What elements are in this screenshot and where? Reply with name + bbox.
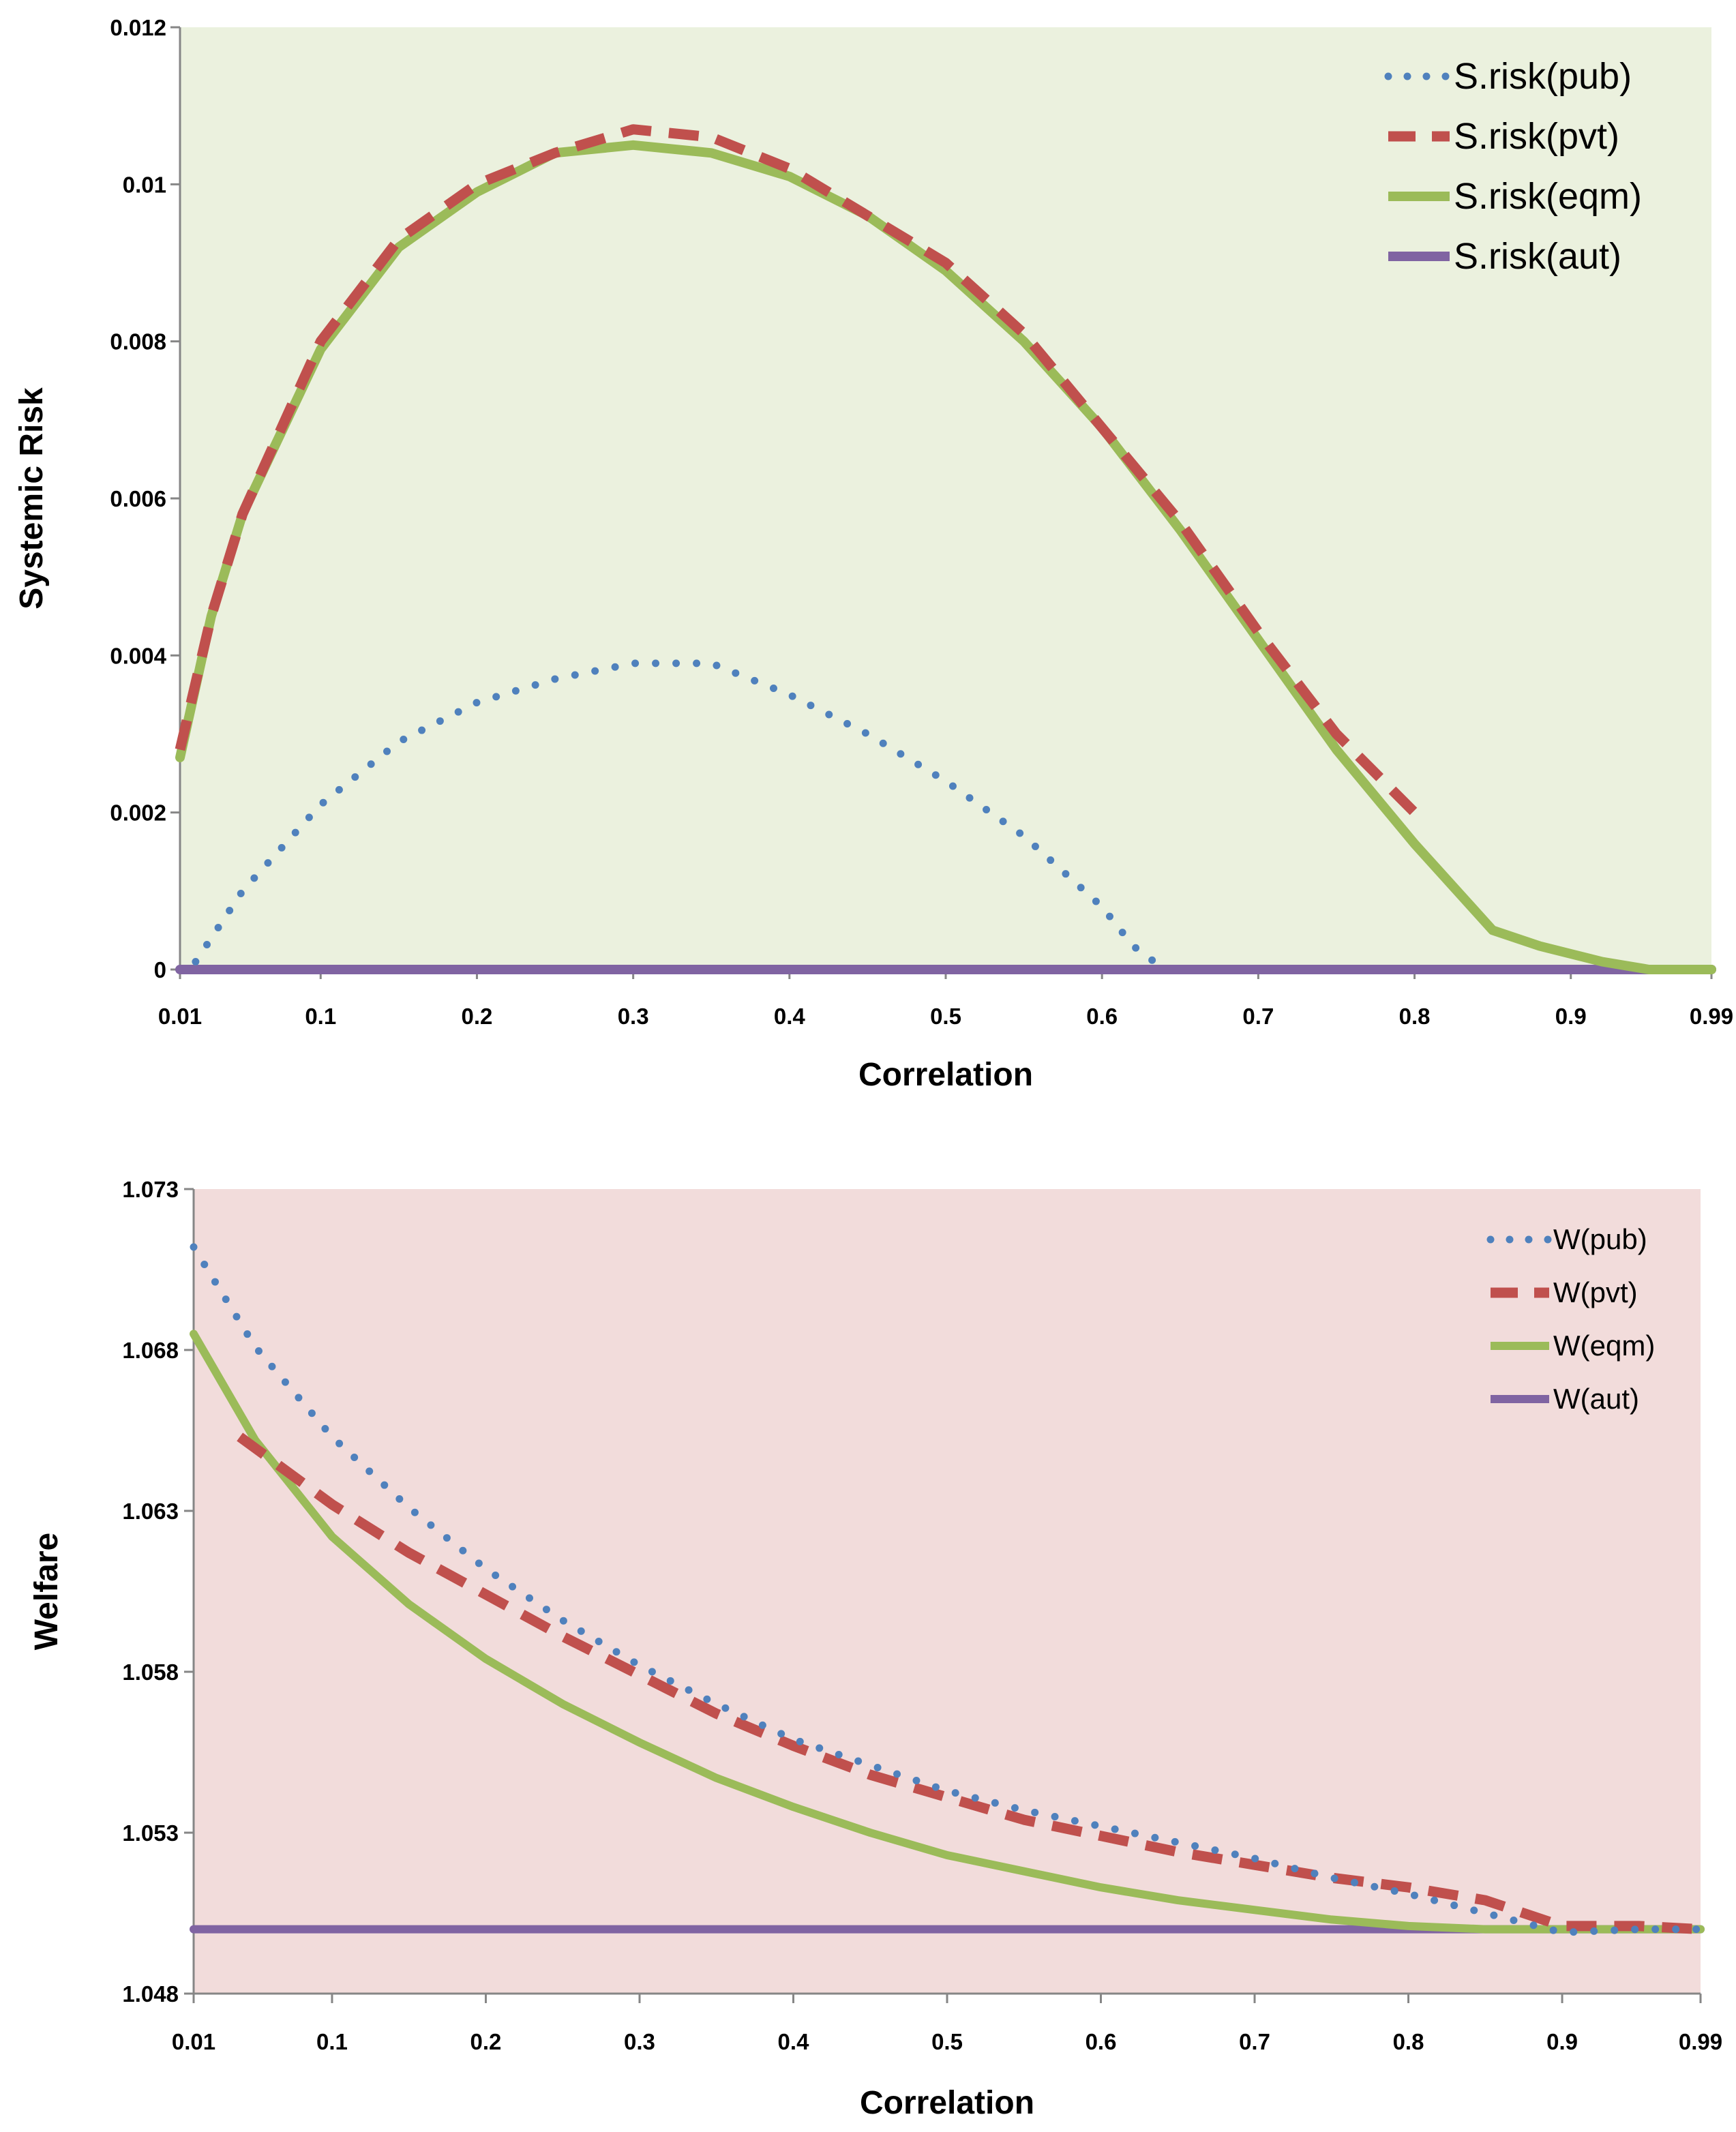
legend-label-s-risk-pvt: S.risk(pvt) (1454, 116, 1619, 157)
x-tick-label: 0.2 (462, 1004, 493, 1029)
x-tick-label: 0.5 (931, 2029, 963, 2054)
y-tick-label: 1.053 (122, 1820, 179, 1846)
series-line-w-pvt (237, 1432, 1701, 1935)
x-tick-label: 0.9 (1546, 2029, 1578, 2054)
x-tick-label: 0.3 (624, 2029, 655, 2054)
y-tick-label: 1.063 (122, 1499, 179, 1524)
systemic-risk-chart: 0 0.002 0.004 0.006 0.008 0.01 0.012 0.01 0.1 0.2… (14, 15, 1733, 1093)
legend-label-s-risk-aut: S.risk(aut) (1454, 236, 1621, 277)
x-axis-title: Correlation (860, 2085, 1034, 2121)
y-tick-label: 1.048 (122, 1981, 179, 2007)
y-tick-label: 0.004 (110, 643, 166, 668)
x-axis-title: Correlation (858, 1057, 1033, 1093)
legend-label-w-pvt: W(pvt) (1553, 1276, 1638, 1308)
legend-label-s-risk-pub: S.risk(pub) (1454, 56, 1632, 97)
y-axis-title: Welfare (29, 1533, 65, 1651)
y-axis-title: Systemic Risk (14, 387, 50, 610)
y-tick-label: 1.068 (122, 1338, 179, 1363)
x-tick-label: 0.9 (1555, 1004, 1587, 1029)
legend-label-w-pub: W(pub) (1553, 1223, 1647, 1255)
x-tick-label: 0.8 (1399, 1004, 1431, 1029)
plot-area (180, 27, 1711, 970)
plot-area (194, 1189, 1701, 1994)
series-line-s-risk-pvt (175, 124, 1418, 816)
y-tick-label: 1.073 (122, 1177, 179, 1202)
legend-label-s-risk-eqm: S.risk(eqm) (1454, 176, 1642, 217)
legend: S.risk(pub) S.risk(pvt) S.risk(eqm) S.risk(… (1384, 56, 1642, 277)
legend-label-w-eqm: W(eqm) (1553, 1330, 1655, 1362)
x-tick-label: 0.1 (305, 1004, 336, 1029)
y-tick-label: 0.01 (123, 172, 166, 197)
x-tick-label: 0.7 (1239, 2029, 1270, 2054)
x-tick-label: 0.6 (1086, 2029, 1117, 2054)
x-tick-label: 0.99 (1679, 2029, 1722, 2054)
y-tick-label: 1.058 (122, 1660, 179, 1685)
x-tick-label: 0.99 (1690, 1004, 1733, 1029)
legend-label-w-aut: W(aut) (1553, 1383, 1639, 1415)
x-tick-label: 0.5 (930, 1004, 961, 1029)
series-line-w-eqm (190, 1330, 1705, 1934)
x-tick-label: 0.2 (470, 2029, 502, 2054)
x-tick-label: 0.01 (172, 2029, 215, 2054)
welfare-chart: 1.048 1.053 1.058 1.063 1.068 1.073 0.01 0.1 0.2… (29, 1177, 1722, 2121)
x-tick-label: 0.01 (158, 1004, 202, 1029)
y-tick-label: 0.006 (110, 486, 166, 511)
y-tick-label: 0 (154, 957, 166, 982)
legend: W(pub) W(pvt) W(eqm) W(aut) (1486, 1223, 1655, 1415)
y-tick-label: 0.008 (110, 329, 166, 355)
x-tick-label: 0.4 (774, 1004, 806, 1029)
y-tick-label: 0.002 (110, 800, 166, 826)
x-tick-label: 0.6 (1086, 1004, 1118, 1029)
y-tick-label: 0.012 (110, 15, 166, 40)
x-tick-label: 0.1 (316, 2029, 348, 2054)
x-tick-label: 0.7 (1242, 1004, 1274, 1029)
x-tick-label: 0.3 (618, 1004, 649, 1029)
x-tick-label: 0.4 (778, 2029, 810, 2054)
x-tick-label: 0.8 (1393, 2029, 1424, 2054)
